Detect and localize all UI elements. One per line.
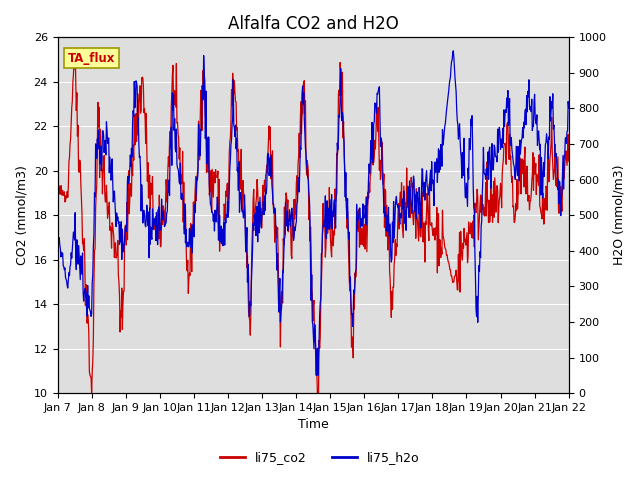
li75_h2o: [418, 166, 426, 171]
li75_co2: [565, 158, 573, 164]
Y-axis label: H2O (mmol/m3): H2O (mmol/m3): [612, 165, 625, 265]
li75_h2o: [312, 372, 320, 378]
li75_co2: [88, 390, 95, 396]
Text: TA_flux: TA_flux: [68, 51, 115, 65]
li75_h2o: [272, 229, 280, 235]
li75_co2: [71, 46, 79, 51]
Line: li75_co2: li75_co2: [58, 48, 569, 393]
li75_h2o: [565, 105, 573, 111]
li75_h2o: [109, 199, 117, 205]
li75_co2: [419, 219, 426, 225]
li75_h2o: [496, 130, 504, 135]
li75_co2: [496, 192, 504, 198]
li75_co2: [188, 269, 196, 275]
li75_h2o: [54, 229, 61, 235]
Title: Alfalfa CO2 and H2O: Alfalfa CO2 and H2O: [228, 15, 399, 33]
li75_h2o: [187, 244, 195, 250]
li75_co2: [440, 235, 447, 241]
li75_h2o: [449, 48, 457, 54]
Line: li75_h2o: li75_h2o: [58, 51, 569, 375]
li75_co2: [111, 254, 118, 260]
Legend: li75_co2, li75_h2o: li75_co2, li75_h2o: [215, 446, 425, 469]
li75_h2o: [439, 142, 447, 148]
X-axis label: Time: Time: [298, 419, 328, 432]
Y-axis label: CO2 (mmol/m3): CO2 (mmol/m3): [15, 165, 28, 265]
li75_co2: [273, 235, 281, 240]
li75_co2: [54, 188, 61, 193]
